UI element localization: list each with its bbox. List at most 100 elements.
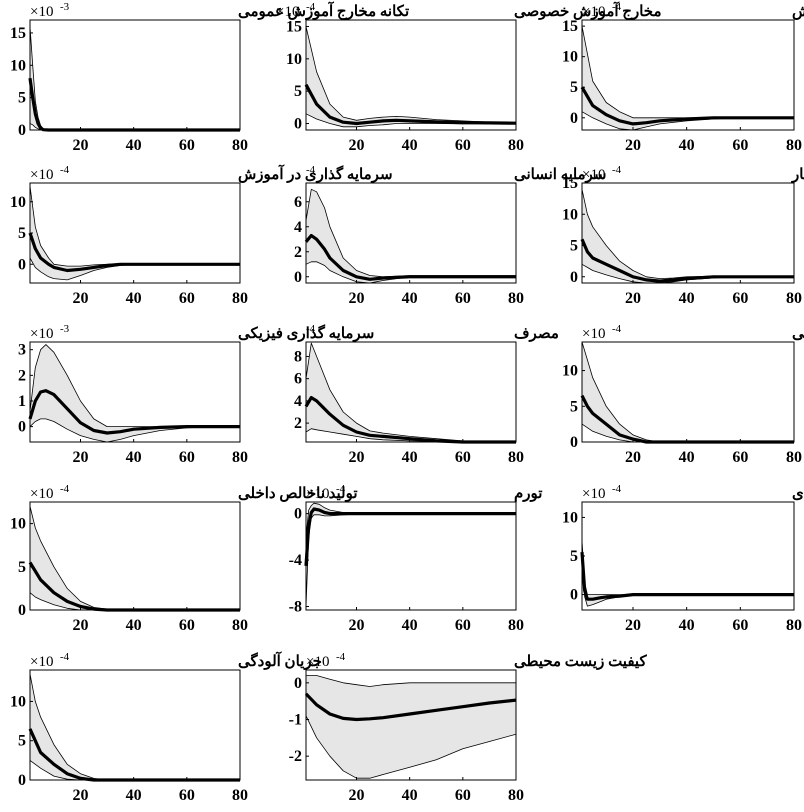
y-tick-label: -4 [289,552,302,569]
y-tick-label: 10 [10,57,26,74]
lower-bound-line [29,418,240,443]
y-tick-label: 5 [570,238,578,255]
y-tick-label: 5 [18,733,26,750]
y-tick-label: 0 [18,122,26,139]
axis-multiplier: ×10 [30,326,53,342]
y-tick-label: 15 [562,175,578,192]
axis-multiplier-exponent: -4 [336,651,346,663]
x-tick-label: 40 [402,617,418,634]
panel-title: تولید غیرنفتی [792,326,804,342]
x-tick-label: 20 [73,290,89,307]
axis-multiplier-exponent: -4 [306,323,316,335]
x-tick-label: 20 [73,449,89,466]
x-tick-label: 40 [402,290,418,307]
median-line [304,692,517,722]
median-line [28,389,240,435]
irf-panel: 20 40 60 80 0 5 10 15×10 -4 ساعات آموزش [562,1,804,154]
panel-title: جریان آلودگی [238,651,322,670]
y-tick-label: 6 [294,371,302,388]
axes-frame [305,669,517,781]
x-tick-label: 60 [732,617,748,634]
confidence-band [306,503,516,607]
irf-panel: 20 40 60 80 0 -4 -8 ×10 -4 تورم [289,483,543,634]
axes-frame [581,19,795,131]
x-tick-label: 20 [73,137,89,154]
lower-bound-line [305,715,517,779]
y-tick-label: 0 [570,269,578,286]
axes-frame [305,501,517,611]
x-tick-label: 60 [455,449,471,466]
y-tick-label: 5 [18,225,26,242]
x-tick-label: 80 [508,290,524,307]
x-tick-label: 40 [126,787,142,804]
y-tick-label: 5 [570,79,578,96]
y-tick-label: 0 [570,587,578,604]
axis-multiplier-exponent: -4 [612,1,622,13]
x-tick-label: 20 [349,449,365,466]
x-tick-label: 80 [232,617,248,634]
irf-panel: 20 40 60 80 2 4 6 8 -4 مصرف [294,323,559,466]
y-tick-label: 5 [18,90,26,107]
x-tick-label: 40 [679,290,695,307]
y-tick-label: 0 [294,506,302,523]
median-line [28,232,240,273]
y-tick-label: 0 [570,434,578,451]
y-tick-label: 5 [18,559,26,576]
confidence-band [30,344,240,442]
confidence-band [30,506,240,610]
panel-title: تولید ناخالص داخلی [238,486,358,502]
upper-bound-line [29,26,240,131]
confidence-band [582,342,794,442]
axes-frame [305,341,517,443]
confidence-band [306,675,516,779]
x-tick-label: 60 [179,290,195,307]
x-tick-label: 80 [508,787,524,804]
y-tick-label: 0 [18,602,26,619]
x-tick-label: 80 [508,137,524,154]
y-tick-label: 0 [18,772,26,789]
axis-multiplier-exponent: -4 [612,323,622,335]
irf-panel: 20 40 60 80 0 5 10 ×10 -4 جریان آلودگی [10,651,322,804]
irf-panel: 20 40 60 80 0 2 4 6 -4 سرمایه انسانی [294,164,606,307]
irf-panel: 20 40 60 80 0 5 10 15×10 -4 ساعات کار [562,164,804,307]
x-tick-label: 20 [349,290,365,307]
y-tick-label: 5 [570,548,578,565]
x-tick-label: 20 [625,617,641,634]
axes-frame [581,341,795,443]
confidence-band [30,186,240,280]
median-line [580,86,794,126]
axis-multiplier: ×10 [306,486,329,502]
axis-multiplier: ×10 [582,486,605,502]
panel-title: ساعات آموزش [792,1,804,20]
x-tick-label: 80 [232,449,248,466]
axes-frame [305,182,517,284]
y-tick-label: 2 [18,367,26,384]
y-tick-label: 10 [10,516,26,533]
y-tick-label: 4 [294,219,302,236]
axis-multiplier-exponent: -4 [60,164,70,176]
x-tick-label: 80 [232,290,248,307]
x-tick-label: 40 [679,137,695,154]
y-tick-label: 8 [294,348,302,365]
panel-title: سرمایه انسانی [514,167,606,183]
x-tick-label: 80 [786,290,802,307]
x-tick-label: 20 [349,787,365,804]
x-tick-label: 80 [232,137,248,154]
median-line [28,77,240,132]
axis-multiplier-exponent: -4 [612,164,622,176]
x-tick-label: 60 [455,290,471,307]
x-tick-label: 40 [402,787,418,804]
panel-title: مصرف [514,326,559,342]
irf-panel: 20 40 60 80 0 5 10×10 -4 رشد اقتصادی [562,483,804,634]
x-tick-label: 40 [126,290,142,307]
x-tick-label: 60 [179,787,195,804]
confidence-band [306,343,516,442]
axes-frame [29,19,241,131]
lower-bound-line [305,513,516,607]
x-tick-label: 80 [786,449,802,466]
irf-panel: 20 40 60 80 0 -1 -2 ×10 -4 کیفیت زیست محیطی [289,651,648,804]
x-tick-label: 40 [679,449,695,466]
